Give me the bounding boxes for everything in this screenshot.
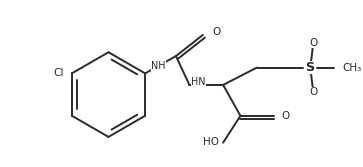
Text: O: O bbox=[309, 38, 318, 48]
Text: NH: NH bbox=[151, 61, 166, 71]
Text: O: O bbox=[212, 27, 221, 37]
Text: CH₃: CH₃ bbox=[342, 63, 362, 73]
Text: Cl: Cl bbox=[54, 68, 64, 78]
Text: HO: HO bbox=[203, 137, 219, 146]
Text: HN: HN bbox=[191, 77, 206, 87]
Text: S: S bbox=[305, 61, 314, 74]
Text: O: O bbox=[309, 88, 318, 98]
Text: O: O bbox=[282, 111, 290, 121]
